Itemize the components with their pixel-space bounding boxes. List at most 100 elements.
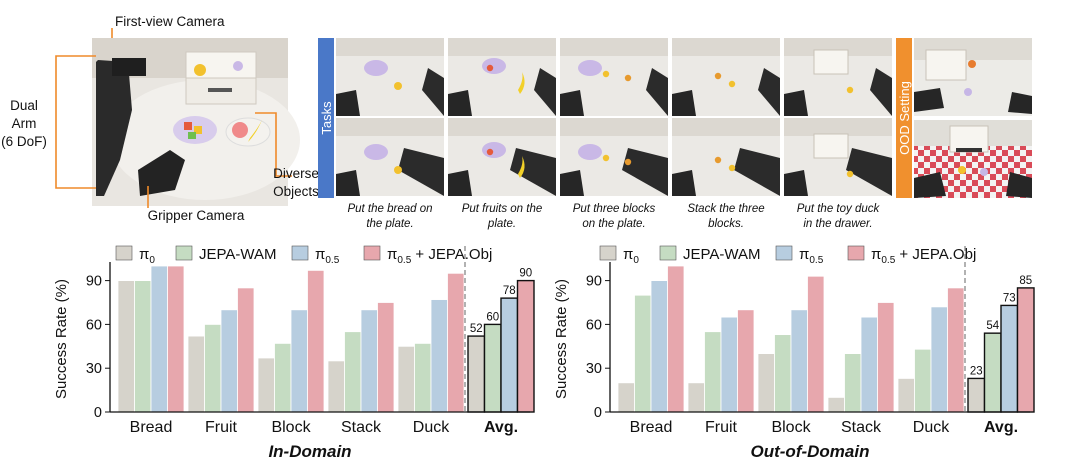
bar	[1016, 287, 1035, 413]
x-tick-label: Avg.	[984, 419, 1018, 436]
task-caption-line: Put three blocks	[573, 203, 656, 215]
bar	[930, 306, 948, 413]
bar	[790, 309, 808, 413]
bar	[237, 287, 255, 413]
x-tick-label: Block	[771, 419, 811, 436]
task-caption-line: Stack the three	[687, 203, 764, 215]
chart-in-domain: Success Rate (%) 0 30 60 90 Bread Fruit Block St…	[53, 246, 535, 461]
bar	[704, 331, 722, 413]
bar	[667, 265, 685, 413]
chart-out-of-domain: Success Rate (%) 0 30 60 90 Bread Fruit Block St…	[553, 246, 1035, 461]
bar	[967, 377, 986, 413]
task-thumbnails	[336, 38, 892, 196]
task-caption-line: Put the toy duck	[797, 203, 881, 215]
legend-swatch	[175, 245, 193, 261]
task-thumbnail	[672, 38, 780, 116]
bar	[500, 297, 519, 413]
bar	[134, 280, 152, 413]
x-tick-label: Stack	[841, 419, 882, 436]
dual-arm-label-1: Dual	[10, 98, 38, 113]
y-tick-label: 90	[586, 274, 602, 290]
bar	[257, 357, 275, 413]
x-tick-label: Duck	[913, 419, 950, 436]
bar	[414, 342, 432, 413]
y-axis-label: Success Rate (%)	[53, 279, 70, 399]
bar	[914, 348, 932, 413]
x-tick-label: Bread	[630, 419, 673, 436]
bar	[377, 302, 395, 413]
bar	[720, 316, 738, 413]
y-axis-label: Success Rate (%)	[553, 279, 570, 399]
legend-swatch	[363, 245, 381, 261]
chart-title: Out-of-Domain	[751, 442, 870, 461]
task-caption-line: on the plate.	[582, 218, 645, 230]
legend-label: JEPA-WAM	[683, 246, 761, 263]
gripper-camera-label: Gripper Camera	[148, 208, 245, 223]
task-thumbnail	[336, 38, 444, 116]
ood-band	[896, 38, 912, 198]
bar	[687, 382, 705, 413]
bar	[274, 342, 292, 413]
task-thumbnail	[448, 118, 556, 196]
legend-swatch	[775, 245, 793, 261]
y-tick-label: 30	[86, 361, 102, 377]
task-thumbnail	[560, 38, 668, 116]
first-view-camera-label: First-view Camera	[115, 14, 225, 29]
task-captions: Put the bread on the plate. Put fruits on …	[347, 203, 880, 230]
bar	[807, 275, 825, 413]
bar	[187, 335, 205, 413]
legend-out-of-domain: π0 JEPA-WAM π0.5 π0.5 + JEPA.Obj	[599, 245, 976, 266]
legend-item: π0.5	[291, 245, 340, 266]
legend-swatch	[847, 245, 865, 261]
y-tick-label: 60	[586, 317, 602, 333]
legend-item: π0	[115, 245, 155, 266]
bar	[757, 353, 775, 413]
y-tick-label: 90	[86, 274, 102, 290]
bar-value-label: 78	[503, 285, 516, 297]
bar	[307, 269, 325, 413]
task-thumbnail	[336, 118, 444, 196]
y-tick-label: 60	[86, 317, 102, 333]
x-tick-label: Block	[271, 419, 311, 436]
diverse-objects-label-1: Diverse	[273, 166, 319, 181]
legend-item: π0	[599, 245, 639, 266]
ood-setting-label: OOD Setting	[897, 81, 912, 155]
task-thumbnail	[560, 118, 668, 196]
bar	[483, 323, 502, 413]
task-thumbnail	[448, 38, 556, 116]
bar	[516, 279, 535, 413]
legend-item: π0.5 + JEPA.Obj	[847, 245, 976, 266]
task-thumbnail	[784, 118, 892, 196]
tasks-band	[318, 38, 334, 198]
bar-value-label: 85	[1019, 275, 1032, 287]
legend-item: π0.5 + JEPA.Obj	[363, 245, 492, 266]
legend-label: JEPA-WAM	[199, 246, 277, 263]
bar	[447, 272, 465, 413]
task-thumbnail	[784, 38, 892, 116]
x-tick-label: Fruit	[205, 419, 238, 436]
x-tick-label: Duck	[413, 419, 450, 436]
legend-label: π0.5	[315, 246, 340, 266]
legend-label: π0.5	[799, 246, 824, 266]
bar	[167, 265, 185, 413]
task-caption-line: in the drawer.	[803, 218, 872, 230]
y-tick-label: 0	[94, 405, 102, 421]
legend-label: π0	[623, 246, 639, 266]
bar	[737, 309, 755, 413]
task-caption-line: Put the bread on	[347, 203, 432, 215]
bar	[983, 332, 1002, 413]
tasks-label: Tasks	[319, 101, 334, 135]
bar	[344, 331, 362, 413]
legend-swatch	[599, 245, 617, 261]
legend-swatch	[115, 245, 133, 261]
bar	[634, 294, 652, 413]
legend-label: π0.5 + JEPA.Obj	[871, 246, 976, 266]
legend-item: JEPA-WAM	[175, 245, 277, 263]
bar	[467, 335, 486, 413]
bar	[327, 360, 345, 413]
bar	[827, 396, 845, 413]
x-tick-label: Bread	[130, 419, 173, 436]
task-caption-line: the plate.	[366, 218, 413, 230]
bar	[1000, 304, 1019, 413]
